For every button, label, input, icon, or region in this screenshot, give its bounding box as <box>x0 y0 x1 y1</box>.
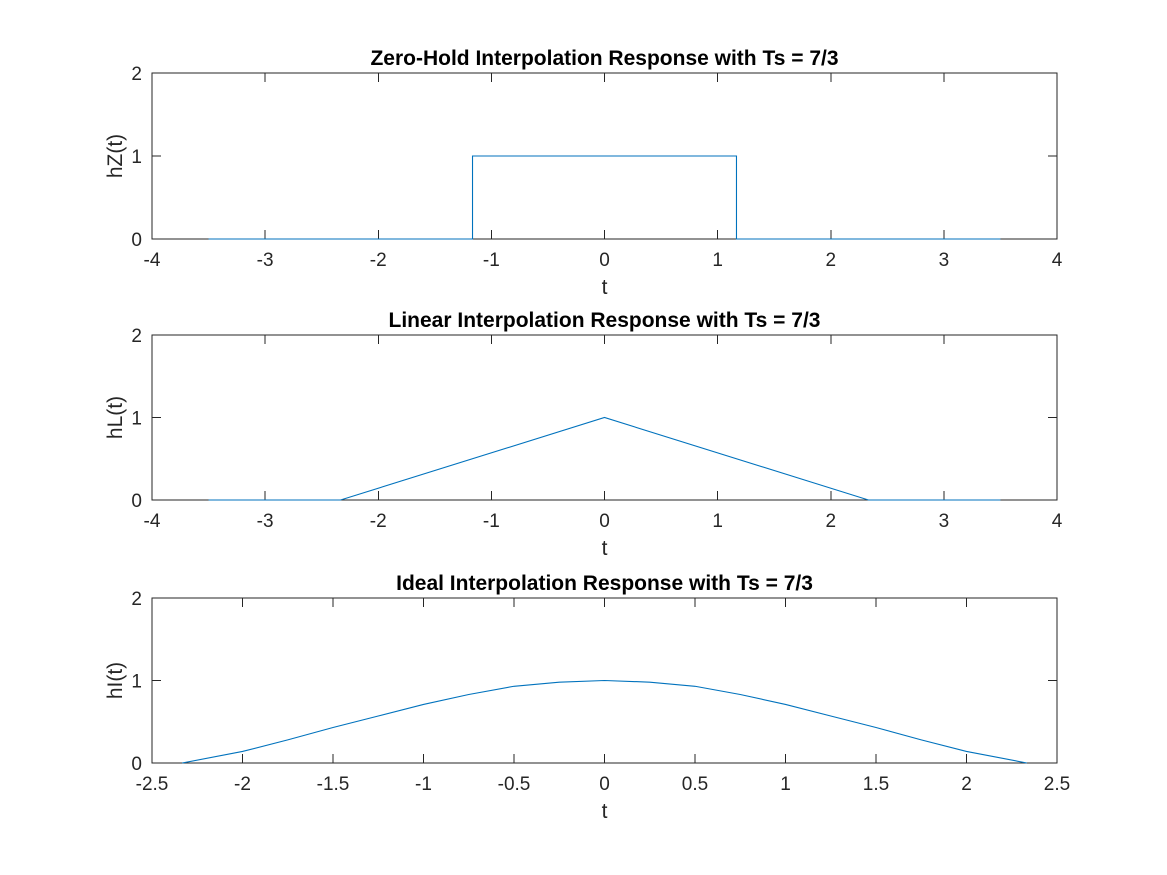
series-line-1 <box>208 155 1001 240</box>
chart-title: Linear Interpolation Response with Ts = … <box>389 309 821 332</box>
y-tick-label: 0 <box>131 230 142 251</box>
x-tick-label: 2 <box>825 250 836 271</box>
series-line-1 <box>208 416 1001 501</box>
y-axis-label: hZ(t) <box>104 134 127 178</box>
x-tick-label: -1 <box>483 511 500 532</box>
x-axis-label: t <box>602 537 608 560</box>
x-tick-label: 1 <box>712 511 723 532</box>
y-axis-label: hI(t) <box>104 662 127 699</box>
x-tick-label: 2 <box>825 511 836 532</box>
x-tick-label: 0 <box>599 250 610 271</box>
x-axis-label: t <box>602 276 608 299</box>
chart-title: Ideal Interpolation Response with Ts = 7… <box>396 572 813 595</box>
x-tick-label: 1 <box>712 250 723 271</box>
x-tick-label: 4 <box>1052 511 1063 532</box>
x-tick-label: 4 <box>1052 250 1063 271</box>
x-tick-label: 3 <box>939 250 950 271</box>
x-tick-label: 2 <box>961 774 972 795</box>
y-tick-label: 2 <box>131 589 142 610</box>
x-tick-label: -2.5 <box>136 774 169 795</box>
y-tick-label: 1 <box>131 147 142 168</box>
y-tick-label: 0 <box>131 754 142 775</box>
series-line-1 <box>182 679 1027 764</box>
y-tick-label: 1 <box>131 409 142 430</box>
y-tick-label: 2 <box>131 326 142 347</box>
chart-title: Zero-Hold Interpolation Response with Ts… <box>370 47 838 70</box>
x-tick-label: -3 <box>257 511 274 532</box>
y-tick-label: 0 <box>131 491 142 512</box>
x-tick-label: 0 <box>599 511 610 532</box>
x-tick-label: 1 <box>780 774 791 795</box>
x-tick-label: -4 <box>144 511 161 532</box>
x-tick-label: -1 <box>483 250 500 271</box>
x-tick-label: 1.5 <box>863 774 889 795</box>
x-axis-label: t <box>602 800 608 823</box>
x-tick-label: -0.5 <box>498 774 531 795</box>
x-tick-label: -1.5 <box>317 774 350 795</box>
x-tick-label: -3 <box>257 250 274 271</box>
y-tick-label: 2 <box>131 64 142 85</box>
chart-1: -4 -3 -2 -1 0 1 2 3 4 0 1 2 Zero-Hold Interpolation … <box>104 47 1063 299</box>
chart-3: -2.5 -2 -1.5 -1 -0.5 0 0.5 1 1.5 2 2.5 0 1 2 Ideal Int… <box>104 572 1070 823</box>
x-tick-label: 0 <box>599 774 610 795</box>
x-tick-label: -2 <box>370 511 387 532</box>
chart-2: -4 -3 -2 -1 0 1 2 3 4 0 1 2 Linear Interpolation Res… <box>104 309 1063 560</box>
x-tick-label: -2 <box>234 774 251 795</box>
x-tick-label: 3 <box>939 511 950 532</box>
x-tick-label: -4 <box>144 250 161 271</box>
x-tick-label: 2.5 <box>1044 774 1070 795</box>
x-tick-label: -2 <box>370 250 387 271</box>
x-tick-label: 0.5 <box>682 774 708 795</box>
y-tick-label: 1 <box>131 672 142 693</box>
x-tick-label: -1 <box>415 774 432 795</box>
y-axis-label: hL(t) <box>104 396 127 439</box>
